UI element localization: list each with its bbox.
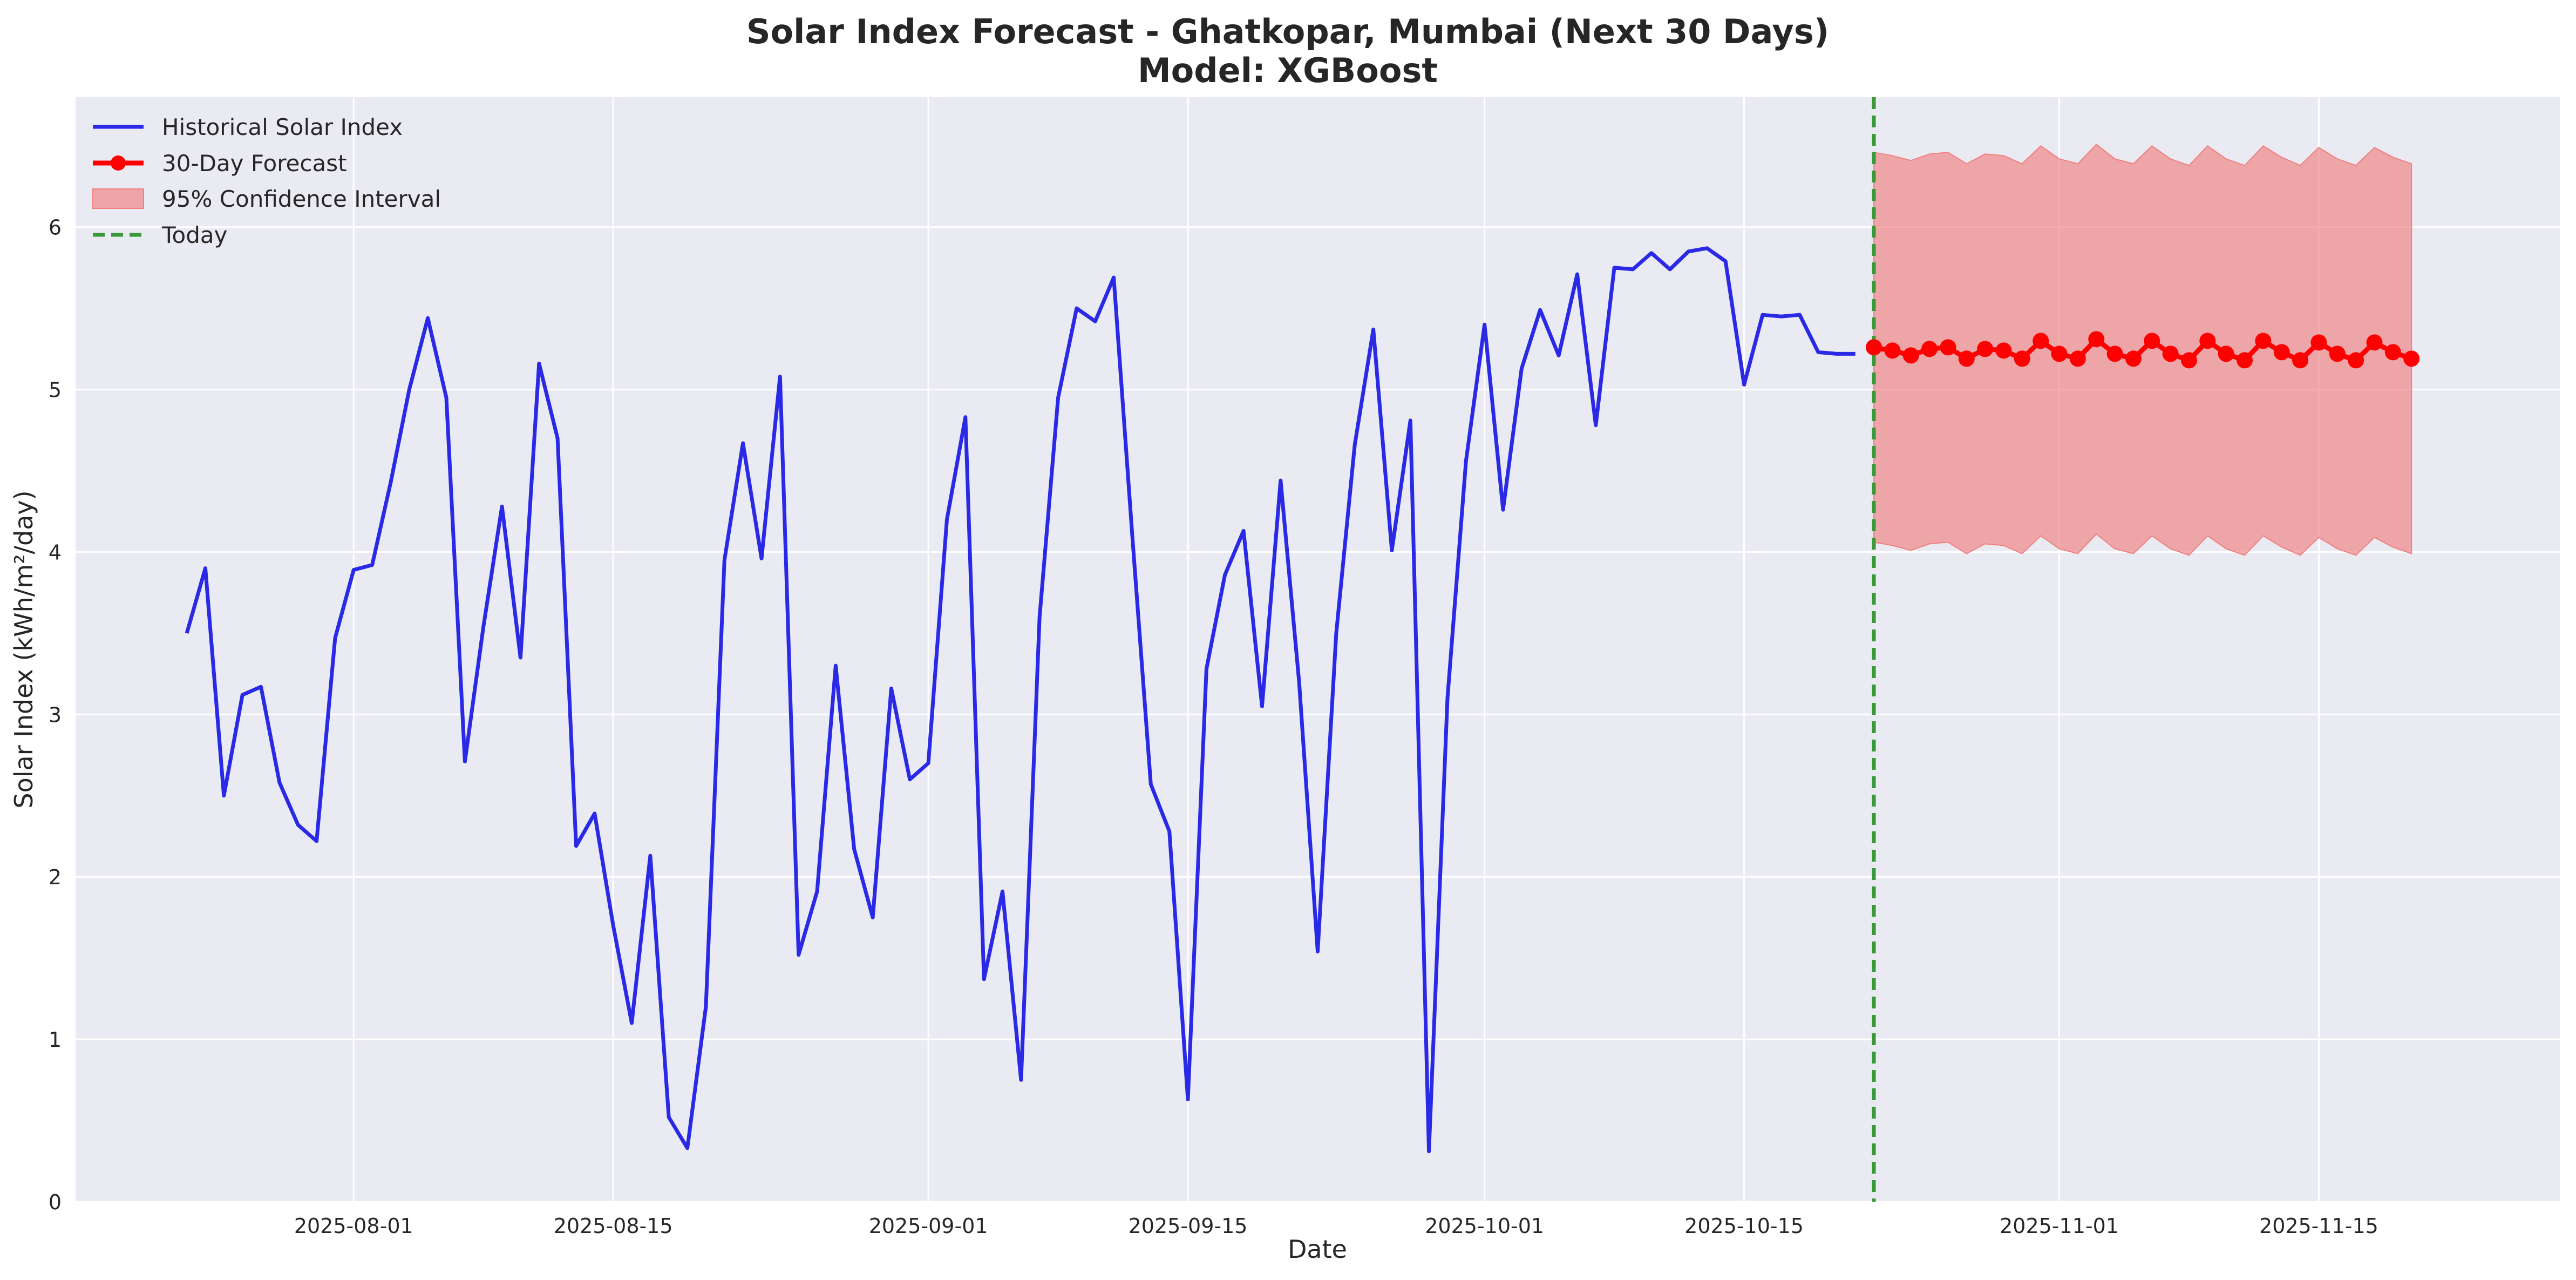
forecast-point <box>1921 341 1938 357</box>
forecast-point <box>1884 342 1901 359</box>
forecast-point <box>2162 346 2179 362</box>
forecast-point <box>2069 350 2086 367</box>
forecast-point <box>1958 350 1975 367</box>
forecast-point <box>2292 352 2309 369</box>
forecast-point <box>2014 350 2030 367</box>
forecast-point <box>2218 346 2234 362</box>
legend: Historical Solar Index 30-Day Forecast 9… <box>92 114 441 248</box>
legend-ci-swatch <box>92 188 144 209</box>
forecast-point <box>2125 350 2142 367</box>
axis-ticks: 0 1 2 3 4 5 6 2025-08-01 2025-08-15 2025-09-01 202… <box>49 216 2378 1238</box>
forecast-point <box>2106 346 2123 362</box>
y-tick-label: 4 <box>49 540 62 564</box>
forecast-point <box>1902 347 1919 364</box>
legend-historical-label: Historical Solar Index <box>162 114 403 140</box>
chart-title: Solar Index Forecast - Ghatkopar, Mumbai… <box>746 12 1829 51</box>
x-tick-label: 2025-10-15 <box>1684 1214 1804 1238</box>
legend-forecast-label: 30-Day Forecast <box>162 150 347 177</box>
forecast-point <box>2237 352 2253 369</box>
forecast-point <box>2384 344 2401 361</box>
grid <box>76 97 2560 1203</box>
forecast-point <box>2033 333 2049 349</box>
x-tick-label: 2025-08-15 <box>554 1214 673 1238</box>
forecast-point <box>2348 352 2364 369</box>
y-axis-label: Solar Index (kWh/m²/day) <box>9 490 38 808</box>
forecast-point <box>2329 346 2346 362</box>
x-tick-label: 2025-08-01 <box>294 1214 413 1238</box>
historical-line <box>185 246 1855 1154</box>
forecast-point <box>2051 346 2068 362</box>
x-tick-label: 2025-11-01 <box>2000 1214 2119 1238</box>
forecast-point <box>2255 333 2272 349</box>
forecast-point <box>1995 342 2012 359</box>
forecast-point <box>2273 344 2290 361</box>
y-tick-label: 5 <box>49 378 62 402</box>
forecast-point <box>2366 334 2383 351</box>
y-tick-label: 3 <box>49 703 62 727</box>
x-axis-label: Date <box>1288 1235 1347 1264</box>
forecast-point <box>1866 339 1882 356</box>
legend-ci-label: 95% Confidence Interval <box>162 186 441 212</box>
legend-today-label: Today <box>161 222 227 248</box>
forecast-point <box>2180 352 2197 369</box>
y-tick-label: 1 <box>49 1028 62 1052</box>
forecast-point <box>1940 339 1956 356</box>
y-tick-label: 2 <box>49 865 62 889</box>
forecast-point <box>2310 334 2327 351</box>
forecast-point <box>2088 331 2105 348</box>
x-tick-label: 2025-09-15 <box>1129 1214 1248 1238</box>
forecast-point <box>2144 333 2160 349</box>
x-tick-label: 2025-09-01 <box>869 1214 988 1238</box>
y-tick-label: 0 <box>49 1190 62 1214</box>
legend-forecast-marker <box>111 155 126 171</box>
forecast-series <box>1866 331 2420 369</box>
y-tick-label: 6 <box>49 216 62 240</box>
x-tick-label: 2025-10-01 <box>1425 1214 1544 1238</box>
chart-subtitle: Model: XGBoost <box>1138 51 1438 90</box>
forecast-point <box>2199 333 2216 349</box>
forecast-point <box>1977 341 1994 357</box>
forecast-point <box>2403 350 2420 367</box>
x-tick-label: 2025-11-15 <box>2259 1214 2378 1238</box>
historical-series <box>185 246 1855 1154</box>
